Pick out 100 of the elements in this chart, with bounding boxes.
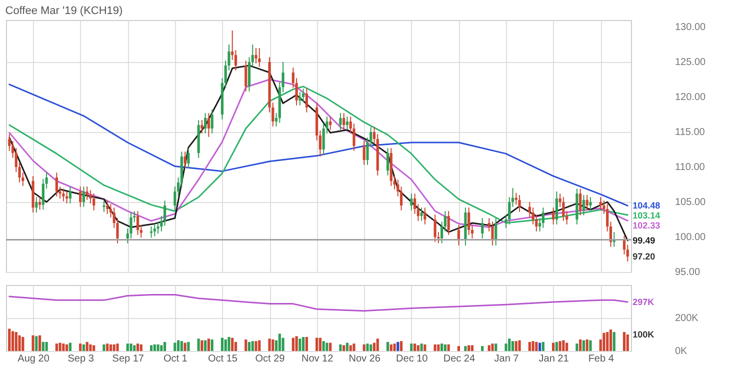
bar xyxy=(268,338,271,351)
bar xyxy=(38,335,42,351)
candlestick xyxy=(102,200,106,212)
bar xyxy=(66,344,68,351)
bar xyxy=(349,345,352,351)
bar xyxy=(424,344,426,351)
candlestick xyxy=(491,221,494,246)
bar xyxy=(32,335,34,351)
bar xyxy=(434,344,436,351)
candlestick xyxy=(424,207,426,225)
bar xyxy=(400,341,403,351)
bar xyxy=(586,339,588,351)
y-tick-label: 110.00 xyxy=(675,162,706,173)
bar xyxy=(79,344,82,351)
x-tick-label: Sep 17 xyxy=(112,354,144,364)
bar xyxy=(180,341,183,351)
annotation: 100K xyxy=(632,330,655,340)
bar xyxy=(528,342,531,351)
candlestick xyxy=(339,112,342,130)
bar xyxy=(8,328,11,351)
candlestick xyxy=(298,92,302,106)
bar xyxy=(579,339,582,351)
bar xyxy=(82,344,86,351)
candlestick xyxy=(92,193,96,211)
bar xyxy=(488,345,490,351)
bar xyxy=(42,342,44,351)
candlestick xyxy=(82,186,86,208)
bar xyxy=(210,339,214,351)
candlestick xyxy=(8,134,11,152)
bar xyxy=(326,342,328,351)
bar xyxy=(481,346,484,351)
y-tick-label: 120.00 xyxy=(675,92,706,103)
candlestick xyxy=(542,207,544,228)
bar xyxy=(393,344,396,351)
bar xyxy=(278,334,281,351)
bar xyxy=(220,338,224,351)
x-tick-label: Nov 12 xyxy=(301,354,334,364)
bar xyxy=(174,342,176,351)
candlestick xyxy=(200,120,204,134)
bar xyxy=(68,342,72,351)
bar xyxy=(184,342,186,351)
bar xyxy=(176,340,180,351)
bar xyxy=(555,342,558,351)
y-tick-label: 130.00 xyxy=(675,22,706,33)
bar xyxy=(187,342,190,351)
bar xyxy=(457,346,460,351)
x-tick-label: Feb 4 xyxy=(588,354,614,364)
candlestick xyxy=(468,207,470,236)
bar xyxy=(535,342,538,351)
bar xyxy=(136,344,140,351)
candlestick xyxy=(626,244,629,262)
candlestick xyxy=(302,88,305,102)
bar xyxy=(153,344,156,351)
bar xyxy=(116,344,119,351)
candlestick xyxy=(174,186,176,211)
candlestick xyxy=(552,207,555,225)
candlestick xyxy=(136,210,140,236)
bar xyxy=(228,336,230,351)
bar xyxy=(244,339,248,351)
bar xyxy=(366,344,369,351)
candlestick xyxy=(582,194,586,216)
line-series xyxy=(8,294,628,312)
chart-title: Coffee Mar '19 (KCH19) xyxy=(5,5,123,17)
bar xyxy=(298,338,302,351)
bar xyxy=(562,340,565,351)
x-tick-label: Jan 21 xyxy=(538,354,570,364)
bar xyxy=(248,342,251,351)
bar xyxy=(491,344,494,351)
bar xyxy=(626,334,629,351)
candlestick xyxy=(86,186,88,200)
bar xyxy=(508,338,511,351)
candlestick xyxy=(210,109,214,134)
bar xyxy=(538,342,542,351)
candlestick xyxy=(410,193,413,211)
y-tick-label: 115.00 xyxy=(675,127,706,138)
bar xyxy=(420,344,423,351)
candlestick xyxy=(187,148,190,169)
bar xyxy=(207,338,210,351)
bar xyxy=(106,344,109,351)
data-label: 104.48 xyxy=(632,200,660,211)
bar xyxy=(89,344,92,351)
bar xyxy=(254,341,258,351)
bar xyxy=(92,345,96,351)
candlestick xyxy=(38,196,42,210)
bar xyxy=(302,336,305,351)
bar xyxy=(295,336,298,351)
bar xyxy=(133,345,136,351)
bar xyxy=(558,341,562,351)
x-tick-label: Sep 3 xyxy=(68,354,94,364)
bar xyxy=(150,345,153,351)
x-tick-label: Aug 20 xyxy=(18,354,50,364)
bar xyxy=(18,335,21,351)
candlestick xyxy=(579,188,582,216)
bar xyxy=(468,345,470,351)
annotation: 97.20 xyxy=(632,252,656,262)
bar xyxy=(126,344,129,351)
candlestick xyxy=(420,207,423,222)
bar xyxy=(163,342,166,351)
bar xyxy=(576,344,578,351)
bar xyxy=(609,330,612,351)
